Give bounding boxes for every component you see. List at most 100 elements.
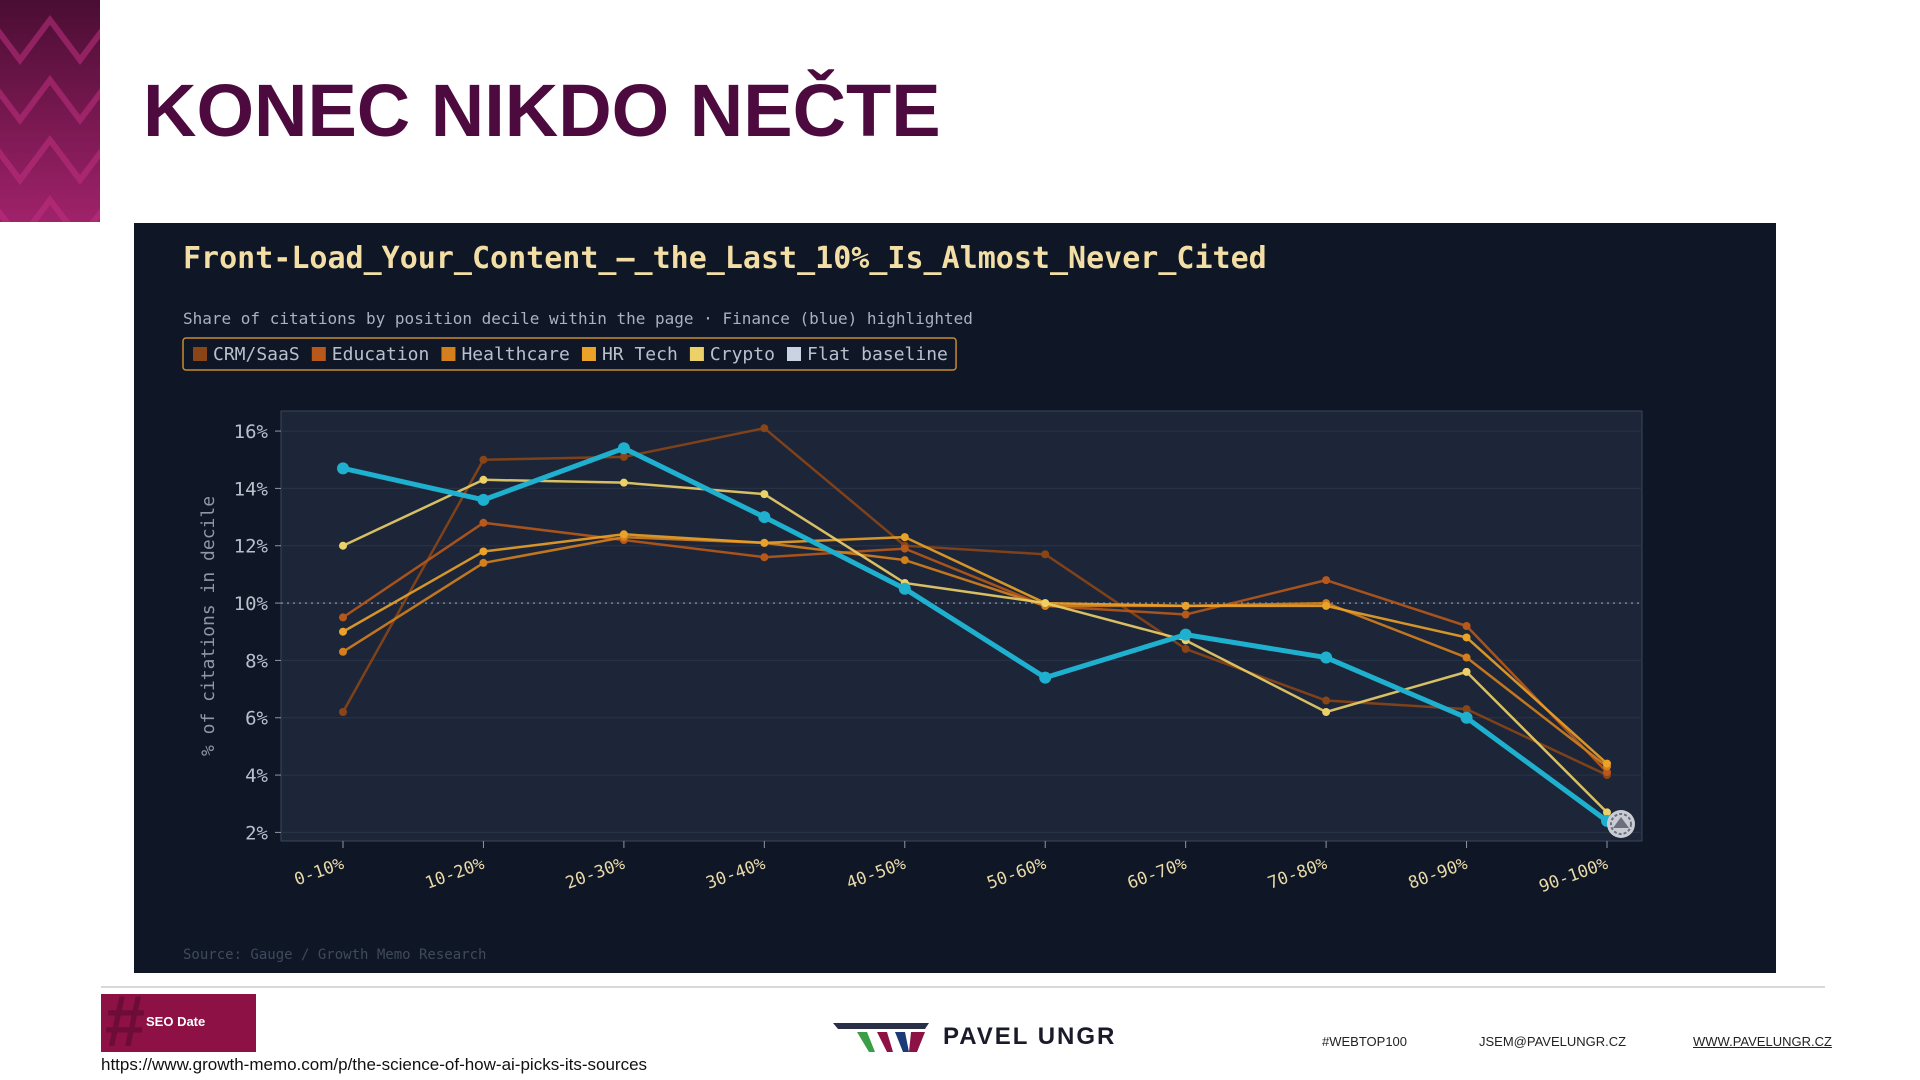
data-point <box>339 647 347 656</box>
chart-subtitle: Share of citations by position decile wi… <box>183 309 973 328</box>
watermark-icon <box>1607 810 1635 838</box>
legend-swatch <box>311 347 326 361</box>
legend-frame <box>182 337 957 371</box>
data-point <box>1041 550 1050 559</box>
footer-email[interactable]: JSEM@PAVELUNGR.CZ <box>1479 1034 1627 1049</box>
data-point <box>619 452 628 461</box>
data-point <box>1603 768 1611 777</box>
data-point <box>760 553 769 562</box>
y-tick-label: 16% <box>234 421 269 443</box>
data-point <box>1320 651 1333 664</box>
data-point <box>619 530 628 539</box>
x-tick-label: 40-50% <box>844 854 909 894</box>
x-tick-label: 50-60% <box>984 854 1049 894</box>
footer-divider <box>101 986 1825 988</box>
data-point <box>339 708 347 716</box>
series-line <box>341 426 1608 777</box>
series-hr-tech <box>339 530 1611 768</box>
x-tick-label: 20-30% <box>563 854 628 894</box>
source-link[interactable]: https://www.growth-memo.com/p/the-scienc… <box>101 1055 648 1074</box>
series-group <box>337 424 1613 827</box>
data-point <box>1462 667 1471 676</box>
data-point <box>479 558 488 567</box>
data-point <box>1462 705 1471 714</box>
data-point <box>1603 808 1611 817</box>
data-point <box>617 442 630 455</box>
y-axis-label: % of citations in decile <box>198 496 219 756</box>
series-crm-saas <box>339 424 1611 780</box>
data-point <box>900 544 909 553</box>
footer-hashtag: #WEBTOP100 <box>1322 1034 1408 1049</box>
slide-title: KONEC NIKDO NEČTE <box>143 69 941 152</box>
legend-item-label: Crypto <box>710 344 775 365</box>
chart-legend: CRM/SaaS Education Healthcare HR Tech Crypto… <box>182 337 957 371</box>
data-point <box>1460 711 1473 724</box>
data-point <box>900 556 909 565</box>
data-point <box>337 462 349 475</box>
data-point <box>1181 644 1190 653</box>
seo-date-hash: # <box>105 994 146 1052</box>
line-chart: Front-Load_Your_Content_–_the_Last_10%_I… <box>182 241 1643 963</box>
seo-date-logo: # SEO Date <box>101 994 256 1052</box>
brand-mark-icon <box>833 1023 929 1052</box>
data-point <box>479 475 488 484</box>
data-point <box>1462 633 1471 642</box>
footer-website-link[interactable]: WWW.PAVELUNGR.CZ <box>1693 1034 1832 1049</box>
legend-item-label: CRM/SaaS <box>213 344 300 365</box>
data-point <box>1322 576 1331 585</box>
data-point <box>760 538 769 547</box>
data-point <box>1181 610 1190 619</box>
y-axis: 2% 4% 6% 8% 10% 12% 14% 16% <box>234 421 281 844</box>
series-line <box>342 478 1608 814</box>
data-point <box>479 518 488 527</box>
data-point <box>1039 671 1052 684</box>
data-point <box>898 582 911 595</box>
series-crypto <box>339 475 1611 817</box>
legend-item-label: Healthcare <box>461 344 569 365</box>
legend-item-label: Flat baseline <box>807 344 948 365</box>
series-line <box>342 535 1608 768</box>
grid-lines <box>281 430 1642 833</box>
legend-item-label: HR Tech <box>602 344 678 365</box>
y-tick-label: 10% <box>234 593 269 615</box>
data-point <box>1603 759 1611 768</box>
data-point <box>1041 599 1050 608</box>
chart-title: Front-Load_Your_Content_–_the_Last_10%_I… <box>183 241 1267 276</box>
data-point <box>1322 708 1331 716</box>
x-tick-label: 60-70% <box>1125 854 1190 894</box>
corner-decoration <box>0 0 100 222</box>
y-tick-label: 4% <box>245 765 268 787</box>
data-point <box>1462 622 1471 630</box>
x-tick-label: 0-10% <box>292 854 347 890</box>
data-point <box>758 511 771 524</box>
legend-item-label: Education <box>332 344 430 365</box>
legend-swatch <box>441 347 456 361</box>
y-tick-label: 2% <box>245 822 268 844</box>
legend-swatch <box>193 347 207 361</box>
y-tick-label: 6% <box>245 708 268 730</box>
y-tick-label: 12% <box>234 536 269 558</box>
data-point <box>1322 696 1331 705</box>
legend-swatch <box>581 347 596 361</box>
data-point <box>477 493 490 506</box>
data-point <box>339 613 347 622</box>
chart-source: Source: Gauge / Growth Memo Research <box>183 947 486 963</box>
data-point <box>760 490 769 499</box>
y-tick-label: 8% <box>245 650 268 672</box>
data-point <box>1462 653 1471 662</box>
chart-panel: Front-Load_Your_Content_–_the_Last_10%_I… <box>134 223 1776 973</box>
x-tick-label: 90-100% <box>1537 854 1611 897</box>
series-line <box>342 521 1608 774</box>
data-point <box>619 478 628 487</box>
data-point <box>1179 628 1192 641</box>
y-tick-label: 14% <box>234 478 269 500</box>
legend-swatch <box>689 347 704 361</box>
x-tick-label: 30-40% <box>703 854 768 894</box>
brand-name: PAVEL UNGR <box>943 1023 1117 1050</box>
data-point <box>1322 601 1331 610</box>
x-axis: 0-10% 10-20% 20-30% 30-40% 40-50% 50-60% 60-70… <box>292 841 1611 897</box>
legend-swatch <box>787 347 801 361</box>
data-point <box>339 541 347 550</box>
x-tick-label: 10-20% <box>423 854 488 894</box>
series-education <box>339 518 1611 777</box>
